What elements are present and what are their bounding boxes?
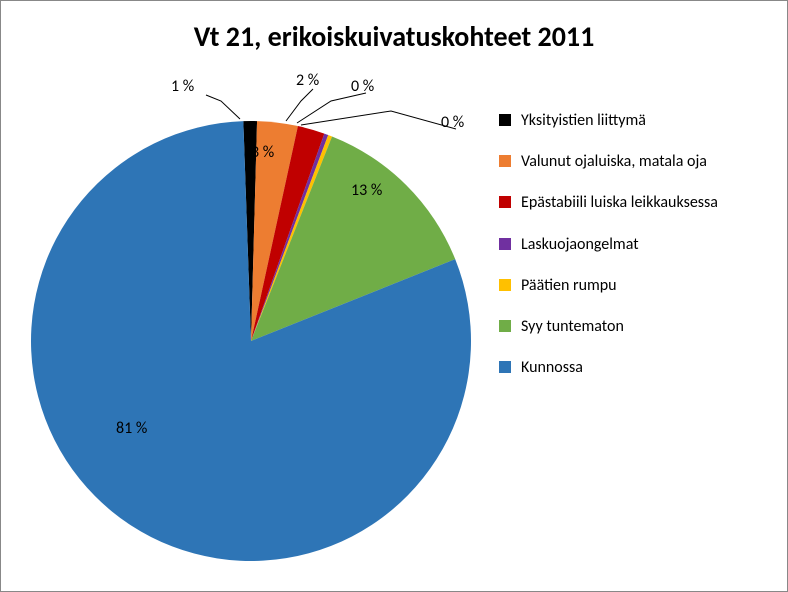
legend-swatch xyxy=(499,155,511,167)
legend-label: Laskuojaongelmat xyxy=(521,235,639,254)
slice-label: 81 % xyxy=(116,419,147,438)
legend-item: Kunnossa xyxy=(499,358,759,377)
chart-title: Vt 21, erikoiskuivatuskohteet 2011 xyxy=(1,19,787,54)
legend-item: Syy tuntematon xyxy=(499,317,759,336)
legend-swatch xyxy=(499,196,511,208)
slice-label: 2 % xyxy=(296,71,319,90)
slice-label: 0 % xyxy=(351,77,374,96)
slice-label: 0 % xyxy=(441,113,464,132)
legend-label: Valunut ojaluiska, matala oja xyxy=(521,152,707,171)
slice-label: 1 % xyxy=(171,77,194,96)
pie-chart: 1 % 3 % 2 % 0 % 0 % 13 % 81 % xyxy=(21,71,481,571)
legend-swatch xyxy=(499,320,511,332)
legend-label: Syy tuntematon xyxy=(521,317,624,336)
legend-label: Epästabiili luiska leikkauksessa xyxy=(521,193,718,212)
legend-item: Laskuojaongelmat xyxy=(499,235,759,254)
legend-swatch xyxy=(499,279,511,291)
slice-label: 3 % xyxy=(251,143,274,162)
callout-line xyxy=(206,95,240,119)
slice-label: 13 % xyxy=(351,181,382,200)
callout-line xyxy=(301,111,456,129)
legend-swatch xyxy=(499,114,511,126)
legend-label: Päätien rumpu xyxy=(521,276,617,295)
callout-line xyxy=(286,89,313,121)
callout-line xyxy=(297,93,366,123)
legend-item: Epästabiili luiska leikkauksessa xyxy=(499,193,759,212)
legend-item: Päätien rumpu xyxy=(499,276,759,295)
legend-swatch xyxy=(499,238,511,250)
legend: Yksityistien liittymä Valunut ojaluiska, … xyxy=(499,111,759,399)
legend-swatch xyxy=(499,361,511,373)
legend-label: Yksityistien liittymä xyxy=(521,111,646,130)
legend-label: Kunnossa xyxy=(521,358,583,377)
legend-item: Valunut ojaluiska, matala oja xyxy=(499,152,759,171)
chart-frame: Vt 21, erikoiskuivatuskohteet 2011 1 % 3 … xyxy=(0,0,788,592)
legend-item: Yksityistien liittymä xyxy=(499,111,759,130)
